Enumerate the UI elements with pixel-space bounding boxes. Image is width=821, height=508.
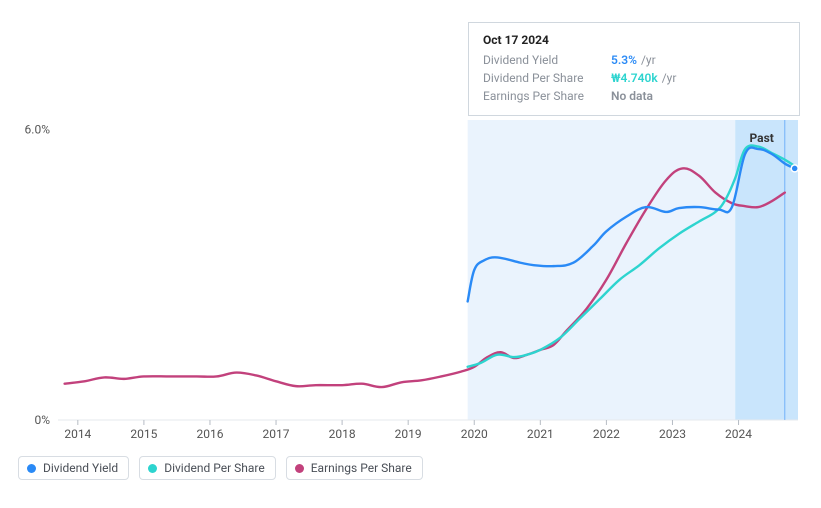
info-box: Oct 17 2024 Dividend Yield5.3%/yrDividen… — [468, 22, 800, 116]
x-axis-label: 2017 — [263, 427, 290, 441]
x-axis-label: 2021 — [527, 427, 554, 441]
x-axis-label: 2018 — [329, 427, 356, 441]
info-box-title: Oct 17 2024 — [483, 33, 785, 47]
info-row-value: ₩4.740k — [611, 69, 658, 87]
past-label: Past — [749, 131, 773, 145]
info-row: Dividend Yield5.3% /yr — [483, 51, 785, 69]
x-axis-label: 2023 — [659, 427, 686, 441]
legend-item[interactable]: Dividend Per Share — [139, 456, 276, 480]
chart-svg: 6.0% 0% 2014 2015 2016 2017 2018 2019 2020 2021 20… — [18, 110, 803, 450]
info-row-label: Dividend Yield — [483, 51, 611, 69]
legend-item[interactable]: Dividend Yield — [18, 456, 129, 480]
legend-dot — [295, 464, 304, 473]
info-row: Dividend Per Share₩4.740k/yr — [483, 69, 785, 87]
info-row-label: Dividend Per Share — [483, 69, 611, 87]
x-axis-label: 2015 — [130, 427, 157, 441]
x-axis-label: 2019 — [395, 427, 422, 441]
y-axis-label: 0% — [34, 413, 50, 427]
info-row-value: 5.3% — [611, 51, 637, 69]
x-axis-label: 2020 — [461, 427, 488, 441]
shade-region — [468, 120, 736, 420]
info-row: Earnings Per ShareNo data — [483, 87, 785, 105]
legend-dot — [148, 464, 157, 473]
info-row-value: No data — [611, 87, 653, 105]
legend: Dividend Yield Dividend Per Share Earnings… — [18, 456, 423, 480]
dividend-chart: 6.0% 0% 2014 2015 2016 2017 2018 2019 2020 2021 20… — [18, 110, 803, 440]
x-axis-label: 2024 — [725, 427, 752, 441]
legend-label: Dividend Yield — [43, 461, 118, 475]
x-axis-label: 2016 — [196, 427, 223, 441]
info-row-unit: /yr — [662, 69, 677, 87]
legend-item[interactable]: Earnings Per Share — [286, 456, 423, 480]
legend-dot — [27, 464, 36, 473]
legend-label: Dividend Per Share — [164, 461, 265, 475]
x-axis-label: 2022 — [593, 427, 620, 441]
legend-label: Earnings Per Share — [311, 461, 412, 475]
info-row-unit: /yr — [641, 51, 656, 69]
series-end-dot — [791, 165, 798, 172]
y-axis-label: 6.0% — [25, 123, 51, 137]
x-axis-label: 2014 — [64, 427, 91, 441]
info-row-label: Earnings Per Share — [483, 87, 611, 105]
